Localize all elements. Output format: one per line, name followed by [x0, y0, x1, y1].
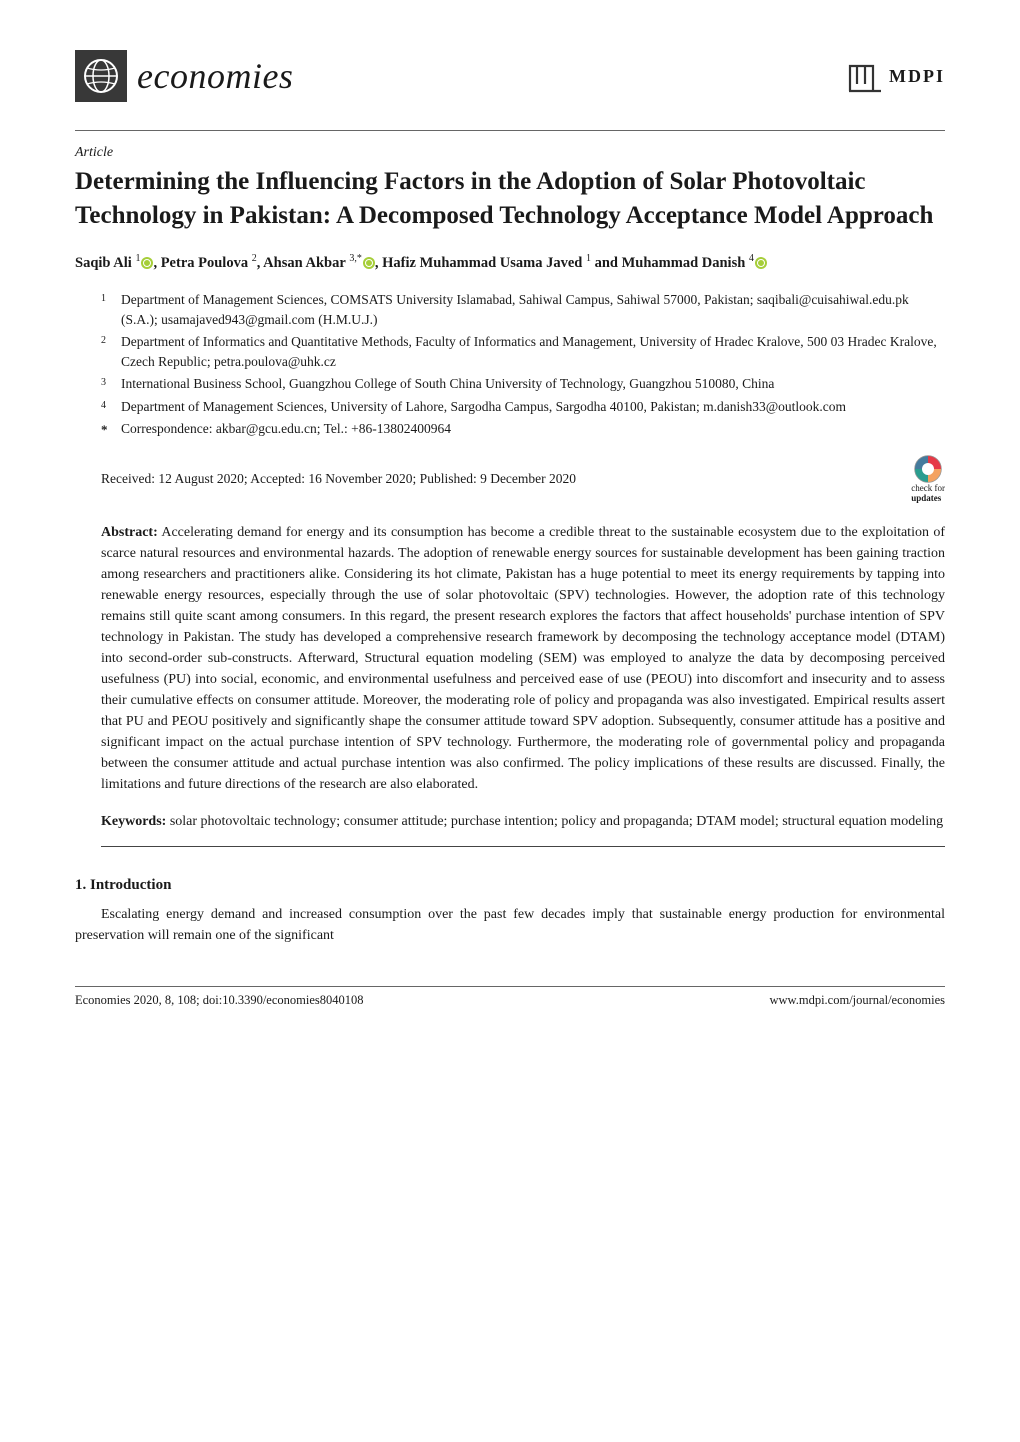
mdpi-logo: MDPI — [845, 56, 945, 96]
author-5: Muhammad Danish — [622, 254, 746, 270]
abstract-text: Accelerating demand for energy and its c… — [101, 525, 945, 792]
affil-text: Correspondence: akbar@gcu.edu.cn; Tel.: … — [121, 419, 945, 440]
journal-name: economies — [137, 55, 293, 97]
affiliation-row: * Correspondence: akbar@gcu.edu.cn; Tel.… — [101, 419, 945, 440]
orcid-icon — [755, 257, 767, 269]
affiliations-block: 1 Department of Management Sciences, COM… — [101, 290, 945, 440]
orcid-icon — [363, 257, 375, 269]
header-row: economies MDPI — [75, 50, 945, 102]
author-4: Hafiz Muhammad Usama Javed — [382, 254, 582, 270]
affil-num: 4 — [101, 397, 121, 417]
footer-citation: Economies 2020, 8, 108; doi:10.3390/econ… — [75, 993, 364, 1008]
abstract-label: Abstract: — [101, 525, 158, 540]
check-updates-icon — [913, 454, 943, 484]
keywords-text: solar photovoltaic technology; consumer … — [170, 814, 943, 829]
affil-text: Department of Informatics and Quantitati… — [121, 332, 945, 371]
affiliation-row: 3 International Business School, Guangzh… — [101, 374, 945, 394]
orcid-icon — [141, 257, 153, 269]
affil-num: * — [101, 419, 121, 440]
publication-dates: Received: 12 August 2020; Accepted: 16 N… — [101, 471, 576, 487]
author-3: Ahsan Akbar — [263, 254, 346, 270]
keywords-divider — [101, 846, 945, 847]
journal-brand: economies — [75, 50, 293, 102]
author-1: Saqib Ali — [75, 254, 132, 270]
article-title: Determining the Influencing Factors in t… — [75, 165, 945, 233]
affiliation-row: 1 Department of Management Sciences, COM… — [101, 290, 945, 329]
authors-line: Saqib Ali 1, Petra Poulova 2, Ahsan Akba… — [75, 251, 945, 275]
publisher-name: MDPI — [889, 66, 945, 87]
affil-text: Department of Management Sciences, Unive… — [121, 397, 945, 417]
affil-text: Department of Management Sciences, COMSA… — [121, 290, 945, 329]
page-footer: Economies 2020, 8, 108; doi:10.3390/econ… — [75, 986, 945, 1008]
globe-icon — [75, 50, 127, 102]
keywords-label: Keywords: — [101, 814, 166, 829]
affil-num: 2 — [101, 332, 121, 371]
affil-num: 1 — [101, 290, 121, 329]
intro-paragraph: Escalating energy demand and increased c… — [75, 904, 945, 946]
abstract-block: Abstract: Accelerating demand for energy… — [101, 522, 945, 795]
check-updates-badge[interactable]: check for updates — [911, 454, 945, 504]
article-type: Article — [75, 145, 945, 161]
affiliation-row: 4 Department of Management Sciences, Uni… — [101, 397, 945, 417]
keywords-block: Keywords: solar photovoltaic technology;… — [101, 811, 945, 832]
mdpi-icon — [845, 56, 885, 96]
affiliation-row: 2 Department of Informatics and Quantita… — [101, 332, 945, 371]
check-updates-text: check for updates — [911, 484, 945, 504]
dates-row: Received: 12 August 2020; Accepted: 16 N… — [101, 454, 945, 504]
top-divider — [75, 130, 945, 131]
affil-num: 3 — [101, 374, 121, 394]
author-2: Petra Poulova — [161, 254, 248, 270]
affil-text: International Business School, Guangzhou… — [121, 374, 945, 394]
section-heading: 1. Introduction — [75, 877, 945, 894]
footer-url: www.mdpi.com/journal/economies — [769, 993, 945, 1008]
